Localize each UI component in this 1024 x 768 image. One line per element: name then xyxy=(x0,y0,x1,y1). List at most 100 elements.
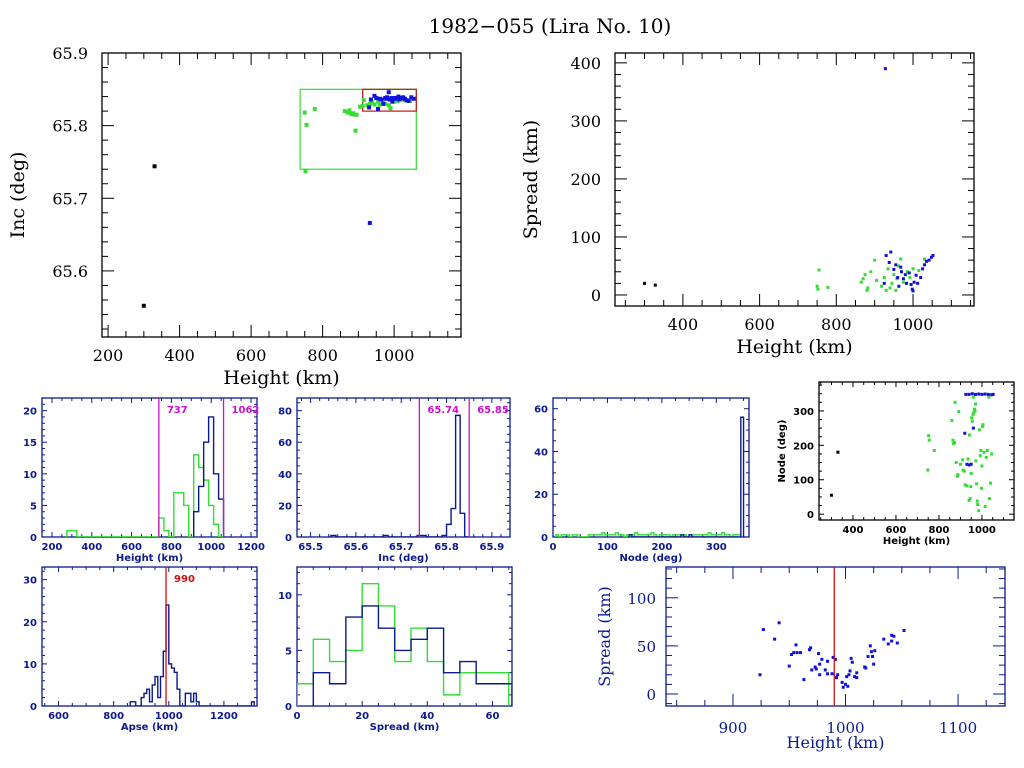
green-data-point xyxy=(386,103,391,108)
green-data-point xyxy=(958,462,962,466)
blue-data-point xyxy=(406,98,411,103)
x-tick-label: 1200 xyxy=(237,542,265,553)
green-data-point xyxy=(303,169,308,174)
blue-data-point xyxy=(379,97,384,102)
apse-histogram-chart: 600 800 1000 1200 0 10 20 30 Apse (km) 990 xyxy=(23,566,258,733)
green-data-point xyxy=(969,472,973,476)
blue-histogram-bar xyxy=(214,474,219,537)
blue-histogram-bar xyxy=(158,698,161,706)
y-tick-label: 40 xyxy=(278,470,292,481)
green-data-point xyxy=(369,100,374,105)
green-data-point xyxy=(976,503,980,507)
x-tick-label: 800 xyxy=(821,315,852,334)
green-data-point xyxy=(968,497,972,501)
green-data-point xyxy=(882,276,886,280)
green-data-point xyxy=(975,499,979,503)
spread-histogram-chart: 0 20 40 60 0 5 10 Spread (km) xyxy=(278,566,513,733)
blue-data-point xyxy=(823,668,827,672)
blue-data-point xyxy=(390,99,395,104)
plot-area xyxy=(555,416,745,537)
y-tick-label: 20 xyxy=(23,407,37,418)
blue-data-point xyxy=(853,675,857,679)
green-data-point xyxy=(956,473,960,477)
blue-data-point xyxy=(864,666,868,670)
blue-data-point xyxy=(836,673,840,677)
blue-data-point xyxy=(872,662,876,666)
x-tick-label: 800 xyxy=(103,711,124,722)
green-data-point xyxy=(347,108,352,113)
blue-data-point xyxy=(396,94,401,99)
green-data-point xyxy=(965,484,969,488)
green-data-point xyxy=(304,122,309,127)
x-tick-label: 1000 xyxy=(893,315,934,334)
green-data-point xyxy=(971,412,975,416)
green-data-point xyxy=(365,103,370,108)
blue-data-point xyxy=(971,426,975,430)
blue-data-point xyxy=(903,273,907,277)
blue-data-point xyxy=(826,659,830,663)
green-histogram-bar xyxy=(460,673,476,706)
green-data-point xyxy=(866,286,870,290)
green-data-point xyxy=(973,409,977,413)
y-tick-label: 65.6 xyxy=(52,262,88,281)
x-tick-label: 400 xyxy=(843,525,864,536)
green-data-point xyxy=(974,459,978,463)
y-tick-label: 20 xyxy=(278,501,292,512)
blue-data-point xyxy=(967,392,971,396)
blue-data-point xyxy=(844,682,848,686)
blue-data-point xyxy=(890,639,894,643)
blue-histogram-line xyxy=(628,416,745,537)
blue-data-point xyxy=(795,651,799,655)
green-data-point xyxy=(377,102,382,107)
x-axis-label: Apse (km) xyxy=(121,722,178,733)
y-axis-label: Spread (km) xyxy=(595,586,614,687)
blue-data-point xyxy=(914,273,918,277)
green-histogram-line xyxy=(66,454,224,537)
inc-histogram-chart: 65.5 65.6 65.7 65.8 65.9 0 20 40 60 80 Inc (deg) 65… xyxy=(278,397,511,564)
blue-data-point xyxy=(963,431,967,435)
blue-data-point xyxy=(846,684,850,688)
y-tick-label: 0 xyxy=(646,686,656,704)
blue-data-point xyxy=(798,651,802,655)
blue-histogram-bar xyxy=(378,628,394,706)
y-tick-label: 65.7 xyxy=(52,189,88,208)
threshold-label: 65.74 xyxy=(427,405,459,416)
blue-data-point xyxy=(929,255,933,259)
blue-data-point xyxy=(411,96,416,101)
blue-data-point xyxy=(841,685,845,689)
green-histogram-bar xyxy=(346,650,362,706)
green-data-point xyxy=(360,104,365,109)
green-data-point xyxy=(816,287,820,291)
green-data-point xyxy=(974,402,978,406)
green-data-point xyxy=(980,464,984,468)
x-tick-label: 600 xyxy=(744,315,775,334)
x-tick-label: 900 xyxy=(719,719,748,737)
blue-data-point xyxy=(969,462,973,466)
x-tick-label: 65.8 xyxy=(434,542,459,553)
blue-data-point xyxy=(831,655,835,659)
blue-data-point xyxy=(902,628,906,632)
blue-data-point xyxy=(927,258,931,262)
blue-data-point xyxy=(900,270,904,274)
y-tick-label: 60 xyxy=(278,438,292,449)
green-data-point xyxy=(899,257,903,261)
green-data-point xyxy=(953,400,957,404)
green-data-point xyxy=(367,101,372,106)
blue-histogram-bar xyxy=(427,628,443,706)
x-axis-label: Node (deg) xyxy=(620,553,683,564)
blue-data-point xyxy=(792,651,796,655)
y-axis-label: Inc (deg) xyxy=(7,152,29,239)
blue-histogram-bar xyxy=(330,684,346,706)
blue-data-point xyxy=(409,95,414,100)
blue-data-point xyxy=(889,250,893,254)
green-data-point xyxy=(894,288,898,292)
y-tick-label: 60 xyxy=(534,405,548,416)
green-data-point xyxy=(984,455,988,459)
blue-histogram-bar xyxy=(444,673,460,706)
y-tick-label: 0 xyxy=(285,702,292,713)
blue-data-point xyxy=(789,653,793,657)
plot-area xyxy=(66,416,225,537)
x-axis-label: Height (km) xyxy=(787,733,885,752)
blue-data-point xyxy=(873,649,877,653)
x-tick-label: 1000 xyxy=(968,525,996,536)
